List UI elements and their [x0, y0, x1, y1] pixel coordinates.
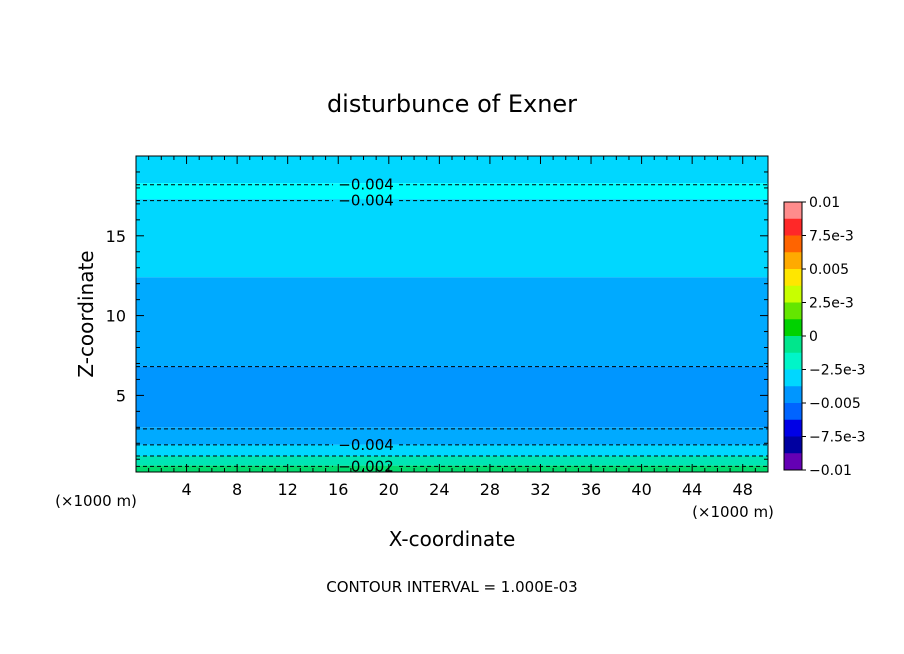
- colorbar-tick-label: 0.01: [809, 195, 840, 211]
- colorbar-swatch: [784, 386, 802, 404]
- chart-title: disturbunce of Exner: [327, 90, 577, 118]
- colorbar-swatch: [784, 269, 802, 287]
- colorbar-swatch: [784, 436, 802, 454]
- colorbar-swatch: [784, 218, 802, 236]
- x-tick-label: 32: [530, 480, 550, 499]
- colorbar-swatch: [784, 403, 802, 421]
- contour-band: [136, 156, 768, 184]
- y-axis-label: Z-coordinate: [74, 250, 98, 377]
- colorbar-tick-label: −2.5e-3: [809, 363, 866, 379]
- x-tick-label: 44: [682, 480, 702, 499]
- x-tick-label: 8: [232, 480, 242, 499]
- contour-labels: −0.004−0.004−0.004−0.002: [338, 176, 394, 476]
- contour-band: [136, 199, 768, 278]
- x-tick-label: 48: [733, 480, 753, 499]
- contour-band: [136, 277, 768, 367]
- y-tick-label: 10: [106, 307, 126, 326]
- x-tick-label: 40: [631, 480, 651, 499]
- contour-interval-note: CONTOUR INTERVAL = 1.000E-03: [326, 578, 577, 596]
- colorbar-swatch: [784, 302, 802, 320]
- colorbar-swatch: [784, 453, 802, 471]
- colorbar-tick-label: 0.005: [809, 262, 849, 278]
- x-tick-label: 16: [328, 480, 348, 499]
- colorbar-swatch: [784, 235, 802, 253]
- contour-label: −0.004: [338, 176, 394, 194]
- colorbar-swatch: [784, 352, 802, 370]
- colorbar-swatch: [784, 369, 802, 387]
- contour-band: [136, 427, 768, 445]
- colorbar-swatch: [784, 319, 802, 337]
- colorbar-swatch: [784, 419, 802, 437]
- contour-band: [136, 444, 768, 457]
- y-tick-label: 5: [116, 386, 126, 405]
- contour-band: [136, 366, 768, 428]
- colorbar-tick-label: −7.5e-3: [809, 430, 866, 446]
- colorbar-tick-label: 7.5e-3: [809, 229, 854, 245]
- x-unit-left: (×1000 m): [55, 492, 137, 510]
- contour-lines: [136, 184, 768, 467]
- contour-label: −0.004: [338, 192, 394, 210]
- colorbar-swatch: [784, 285, 802, 303]
- colorbar-tick-label: 0: [809, 329, 818, 345]
- y-axis: 5 10 15: [106, 171, 768, 460]
- colorbar-tick-label: −0.005: [809, 396, 861, 412]
- contour-label: −0.002: [338, 457, 394, 475]
- colorbar-tick-label: 2.5e-3: [809, 296, 854, 312]
- x-axis-label: X-coordinate: [389, 527, 516, 551]
- contour-band: [136, 183, 768, 200]
- x-tick-label: 12: [278, 480, 298, 499]
- x-tick-label: 24: [429, 480, 449, 499]
- x-unit-right: (×1000 m): [692, 503, 774, 521]
- colorbar-swatch: [784, 336, 802, 354]
- x-tick-label: 28: [480, 480, 500, 499]
- x-axis: 4 8 12 16 20 24 28 32 36 40 44 48: [148, 156, 756, 499]
- colorbar-swatch: [784, 202, 802, 220]
- y-tick-label: 15: [106, 227, 126, 246]
- x-tick-label: 20: [379, 480, 399, 499]
- contour-fill-area: [136, 156, 768, 472]
- x-tick-label: 4: [181, 480, 191, 499]
- contour-label: −0.004: [338, 436, 394, 454]
- x-tick-label: 36: [581, 480, 601, 499]
- contour-band: [136, 456, 768, 466]
- colorbar: 0.01 7.5e-3 0.005 2.5e-3 0 −2.5e-3 −0.005 −7.5e…: [783, 195, 866, 479]
- colorbar-tick-label: −0.01: [809, 463, 852, 479]
- colorbar-swatch: [784, 252, 802, 270]
